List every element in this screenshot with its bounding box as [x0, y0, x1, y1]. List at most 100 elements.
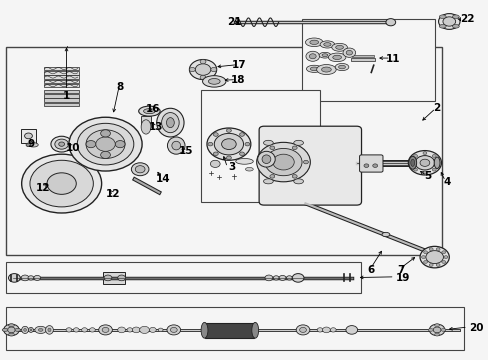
- Bar: [200, 90, 320, 202]
- Ellipse shape: [15, 328, 20, 331]
- Circle shape: [272, 154, 294, 170]
- Circle shape: [292, 175, 297, 178]
- Circle shape: [81, 328, 87, 332]
- Circle shape: [101, 151, 110, 158]
- Ellipse shape: [202, 76, 225, 87]
- Ellipse shape: [438, 24, 445, 28]
- Ellipse shape: [305, 51, 319, 61]
- Circle shape: [428, 324, 444, 336]
- Ellipse shape: [48, 328, 51, 332]
- Text: 12: 12: [105, 189, 120, 199]
- Circle shape: [55, 139, 68, 149]
- Text: 5: 5: [423, 171, 430, 181]
- Ellipse shape: [408, 156, 416, 169]
- Circle shape: [269, 146, 274, 149]
- Bar: [205, 323, 254, 338]
- Ellipse shape: [263, 140, 273, 145]
- Circle shape: [102, 327, 109, 332]
- Circle shape: [170, 327, 177, 332]
- Text: 15: 15: [179, 146, 193, 156]
- Ellipse shape: [35, 326, 46, 333]
- Bar: [21, 129, 36, 143]
- Circle shape: [431, 168, 435, 171]
- Circle shape: [256, 142, 310, 182]
- Ellipse shape: [338, 65, 345, 69]
- Bar: [5, 307, 463, 350]
- Circle shape: [423, 261, 427, 264]
- Circle shape: [104, 275, 112, 281]
- Circle shape: [431, 154, 435, 157]
- Ellipse shape: [293, 140, 303, 145]
- Circle shape: [127, 328, 133, 332]
- Circle shape: [131, 163, 149, 176]
- Text: 18: 18: [230, 75, 245, 85]
- Bar: [43, 94, 79, 98]
- Ellipse shape: [171, 141, 180, 150]
- Circle shape: [89, 328, 95, 332]
- Circle shape: [409, 161, 413, 164]
- Circle shape: [317, 328, 323, 332]
- Ellipse shape: [167, 137, 184, 154]
- Ellipse shape: [38, 328, 43, 331]
- Ellipse shape: [28, 143, 38, 147]
- Ellipse shape: [8, 324, 14, 327]
- Circle shape: [99, 325, 112, 335]
- Circle shape: [413, 154, 417, 157]
- Circle shape: [442, 17, 455, 26]
- Circle shape: [345, 325, 357, 334]
- Text: 3: 3: [228, 162, 235, 172]
- Ellipse shape: [331, 43, 346, 51]
- Ellipse shape: [235, 158, 253, 164]
- Ellipse shape: [306, 65, 322, 72]
- Circle shape: [438, 14, 459, 30]
- Bar: [43, 80, 79, 83]
- Ellipse shape: [143, 109, 155, 114]
- Circle shape: [423, 251, 427, 254]
- Circle shape: [118, 327, 125, 333]
- Circle shape: [414, 156, 434, 170]
- Text: 16: 16: [145, 104, 160, 114]
- Text: 22: 22: [459, 14, 473, 24]
- Circle shape: [213, 133, 218, 136]
- Ellipse shape: [433, 157, 439, 168]
- Circle shape: [221, 139, 236, 149]
- Circle shape: [189, 59, 216, 80]
- Circle shape: [73, 328, 79, 332]
- Circle shape: [118, 275, 125, 281]
- Text: 14: 14: [156, 174, 170, 184]
- Ellipse shape: [322, 54, 327, 57]
- Circle shape: [322, 327, 330, 333]
- Bar: [43, 75, 79, 79]
- Circle shape: [422, 171, 426, 174]
- Circle shape: [372, 164, 377, 167]
- Circle shape: [132, 327, 140, 333]
- FancyBboxPatch shape: [259, 126, 361, 205]
- Circle shape: [210, 67, 216, 72]
- Circle shape: [244, 142, 249, 146]
- Ellipse shape: [434, 333, 439, 336]
- Circle shape: [273, 276, 279, 280]
- Ellipse shape: [23, 328, 26, 331]
- Circle shape: [441, 251, 445, 254]
- Circle shape: [189, 67, 195, 72]
- Circle shape: [292, 274, 304, 282]
- Text: 17: 17: [232, 60, 246, 70]
- Ellipse shape: [45, 325, 53, 334]
- Circle shape: [8, 274, 20, 282]
- Ellipse shape: [141, 120, 151, 134]
- Circle shape: [86, 130, 125, 158]
- Circle shape: [213, 152, 218, 156]
- Ellipse shape: [8, 333, 14, 336]
- Ellipse shape: [208, 78, 220, 84]
- Text: 10: 10: [65, 143, 80, 153]
- Bar: [350, 58, 374, 61]
- Ellipse shape: [21, 326, 28, 333]
- Ellipse shape: [334, 63, 348, 71]
- Ellipse shape: [427, 328, 432, 331]
- Circle shape: [385, 19, 395, 26]
- Circle shape: [200, 59, 205, 64]
- Text: 9: 9: [27, 139, 35, 149]
- Circle shape: [101, 130, 110, 137]
- Circle shape: [51, 136, 72, 152]
- Circle shape: [214, 134, 243, 155]
